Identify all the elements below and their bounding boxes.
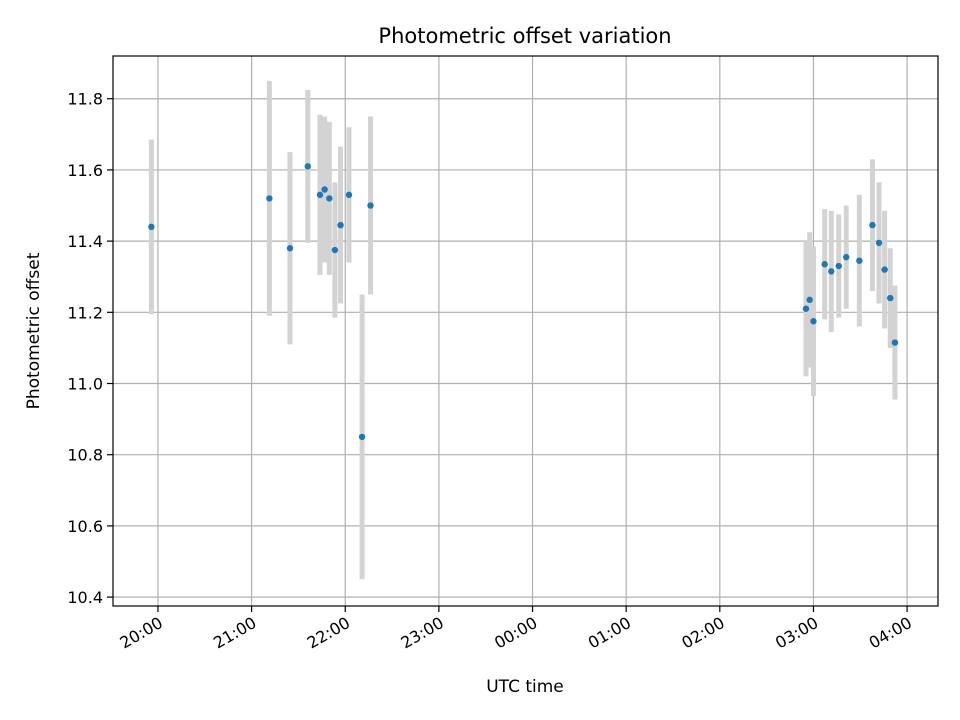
plot-frame <box>112 55 939 607</box>
y-axis-ticks: 10.4 10.6 10.8 11.0 11.2 11.4 11.6 11.8 <box>67 90 113 607</box>
data-point <box>321 186 328 193</box>
y-tick-label: 11.0 <box>67 375 103 394</box>
data-point <box>266 195 273 202</box>
data-point <box>869 221 876 229</box>
data-point <box>828 268 835 275</box>
y-tick-label: 11.4 <box>67 232 103 251</box>
grid-lines <box>113 56 938 606</box>
y-tick-label: 10.6 <box>67 517 103 536</box>
y-tick-label: 10.8 <box>67 446 103 465</box>
data-point <box>316 191 324 199</box>
data-point <box>881 266 888 273</box>
data-point <box>810 318 817 325</box>
data-point <box>286 245 294 252</box>
data-point <box>358 433 366 441</box>
data-point <box>891 339 899 346</box>
data-point <box>887 294 894 302</box>
y-tick-label: 10.4 <box>67 588 103 607</box>
data-point <box>806 296 813 304</box>
data-point <box>345 191 353 199</box>
data-point <box>326 195 333 202</box>
x-axis-label: UTC time <box>486 677 564 697</box>
chart-title: Photometric offset variation <box>378 24 671 48</box>
y-tick-label: 11.6 <box>67 161 103 180</box>
data-point <box>802 305 810 312</box>
data-point <box>337 221 344 229</box>
data-point <box>875 239 883 247</box>
y-axis-label: Photometric offset <box>24 252 44 409</box>
data-points <box>148 163 899 441</box>
data-point <box>331 246 339 254</box>
data-point <box>843 253 850 261</box>
data-point <box>856 257 863 264</box>
data-point <box>148 223 155 231</box>
data-point <box>304 163 311 170</box>
data-point <box>835 262 842 270</box>
y-tick-label: 11.8 <box>67 90 103 109</box>
y-tick-label: 11.2 <box>67 303 103 322</box>
data-point <box>367 202 374 209</box>
data-point <box>821 261 828 268</box>
